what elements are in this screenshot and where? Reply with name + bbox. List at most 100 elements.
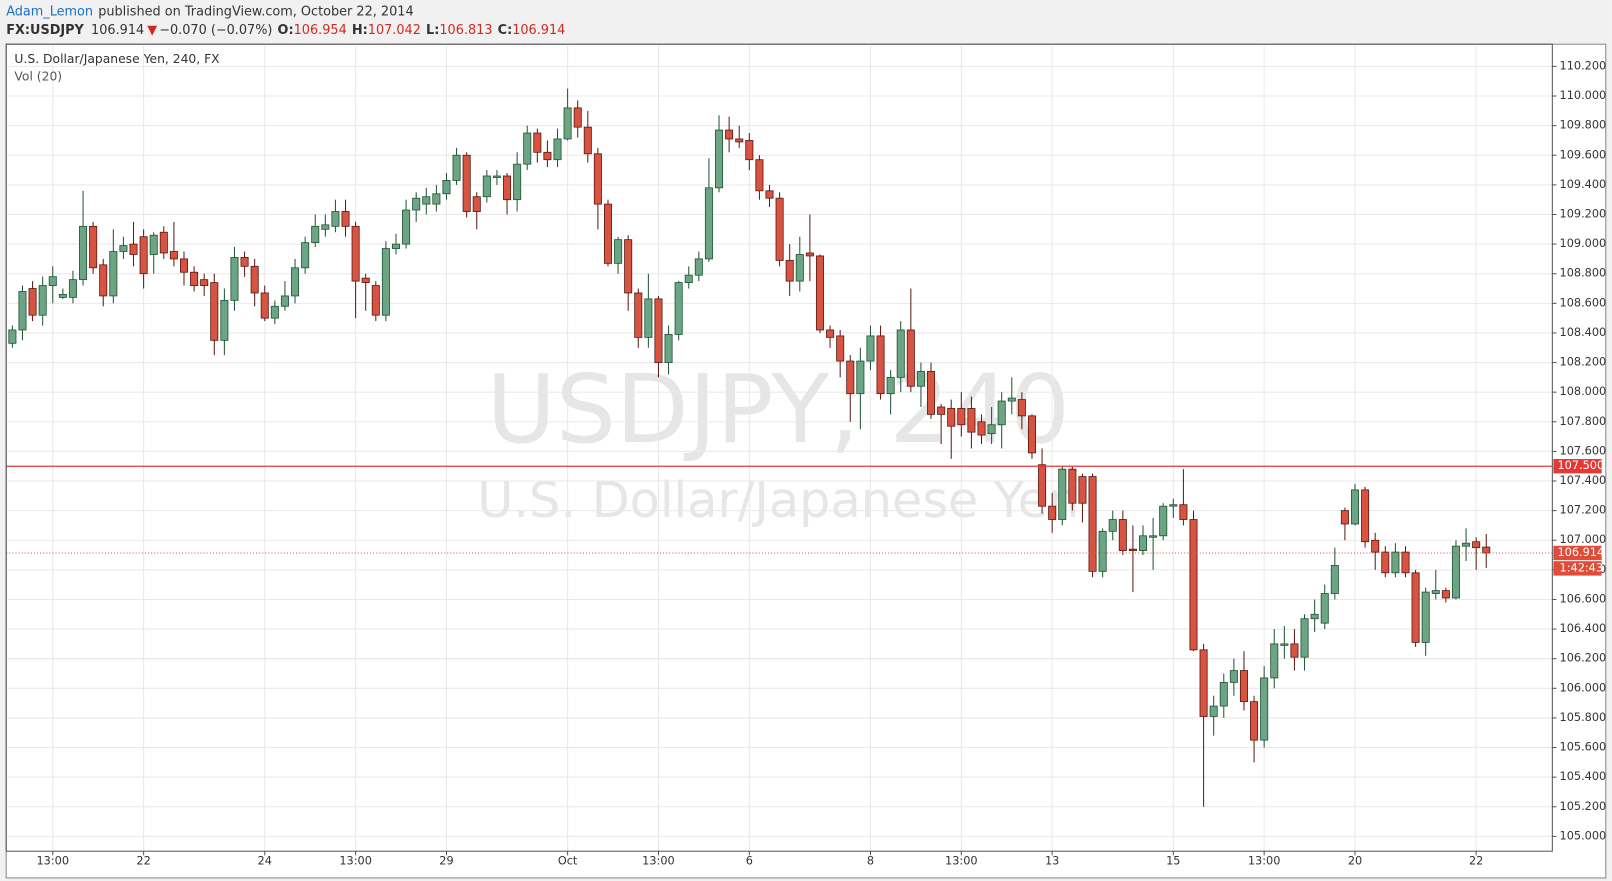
candle-body <box>270 305 279 319</box>
ohlc-value: 106.954 <box>294 22 347 37</box>
published: published on TradingView.com, October 22… <box>98 4 413 19</box>
candle-body <box>967 408 976 433</box>
y-tick-label: 109.400 <box>1560 178 1607 191</box>
candle-body <box>321 224 330 230</box>
candle-body <box>795 254 804 282</box>
candle-body <box>260 292 269 319</box>
y-tick-label: 105.800 <box>1560 711 1607 724</box>
y-tick-label: 109.200 <box>1560 207 1607 220</box>
candle-body <box>18 291 27 331</box>
candle-body <box>1118 519 1127 552</box>
chart-title: U.S. Dollar/Japanese Yen, 240, FX <box>14 52 220 66</box>
candle-body <box>957 408 966 426</box>
candle-body <box>1088 476 1097 572</box>
y-tick-label: 105.400 <box>1560 770 1607 783</box>
y-tick-label: 108.400 <box>1560 326 1607 339</box>
change: −0.070 (−0.07%) <box>159 22 272 37</box>
x-tick-label: 13:00 <box>945 854 978 867</box>
watermark: USDJPY, 240 <box>487 355 1070 465</box>
y-tick-label: 110.200 <box>1560 59 1607 72</box>
candle-body <box>634 292 643 338</box>
last-price-box <box>1553 545 1602 561</box>
x-tick-label: 8 <box>867 854 874 867</box>
candle-body <box>200 279 209 286</box>
y-tick-label: 108.800 <box>1560 267 1607 280</box>
x-tick-label: 13 <box>1045 854 1059 867</box>
x-tick-label: 15 <box>1166 854 1180 867</box>
ohlc-label: L: <box>426 22 439 37</box>
candle-body <box>1401 551 1410 574</box>
x-tick-label: 13:00 <box>1248 854 1281 867</box>
candle-body <box>1320 593 1329 624</box>
y-tick-label: 107.800 <box>1560 415 1607 428</box>
candle-body <box>906 329 915 387</box>
candle-body <box>1189 519 1198 651</box>
candle-body <box>28 288 37 316</box>
candle-body <box>119 245 128 252</box>
candle-body <box>351 225 360 282</box>
candle-body <box>614 239 623 264</box>
symbol-line: FX:USDJPY 106.914 ▼ −0.070 (−0.07%) O:106.95… <box>6 22 565 37</box>
candle-body <box>927 371 936 415</box>
candle-body <box>1391 551 1400 574</box>
y-tick-label: 106.600 <box>1560 592 1607 605</box>
candle-body <box>644 298 653 338</box>
candle-body <box>99 264 108 297</box>
candle-body <box>1411 572 1420 643</box>
candle-body <box>1078 476 1087 504</box>
candle-body <box>482 175 491 198</box>
candle-body <box>149 234 158 255</box>
candle-body <box>159 231 168 254</box>
y-tick-label: 109.800 <box>1560 119 1607 132</box>
candle-body <box>432 193 441 205</box>
y-tick-label: 109.600 <box>1560 148 1607 161</box>
y-tick-label: 107.200 <box>1560 504 1607 517</box>
candle-body <box>68 279 77 298</box>
candle-body <box>745 140 754 161</box>
candle-body <box>846 360 855 395</box>
candle-body <box>1017 399 1026 417</box>
ohlc-value: 106.914 <box>512 22 565 37</box>
hline-label-box <box>1553 459 1602 474</box>
candle-body <box>896 329 905 378</box>
x-tick-label: 13:00 <box>642 854 675 867</box>
candle-body <box>1149 535 1158 538</box>
ohlc-label: C: <box>498 22 513 37</box>
candle-body <box>1482 546 1491 554</box>
candle-body <box>1431 590 1440 594</box>
candle-body <box>533 132 542 153</box>
candle-body <box>725 129 734 140</box>
candle-body <box>1209 705 1218 717</box>
x-tick-label: 6 <box>746 854 753 867</box>
candle-body <box>240 257 249 267</box>
candle-body <box>1098 530 1107 572</box>
candle-body <box>361 277 370 284</box>
candle-body <box>1270 643 1279 679</box>
y-tick-label: 108.000 <box>1560 385 1607 398</box>
candle-body <box>624 239 633 294</box>
author-link[interactable]: Adam_Lemon <box>6 4 93 19</box>
candle-body <box>402 209 411 245</box>
candle-body <box>1058 468 1067 520</box>
y-tick-label: 106.000 <box>1560 681 1607 694</box>
candle-body <box>947 408 956 427</box>
candle-body <box>1139 535 1148 552</box>
candle-body <box>815 255 824 331</box>
candle-body <box>1108 519 1117 532</box>
ohlc-value: 107.042 <box>368 22 421 37</box>
candle-body <box>492 175 501 178</box>
last: 106.914 <box>91 22 144 37</box>
candle-body <box>8 329 17 344</box>
candle-body <box>1462 542 1471 547</box>
candle-body <box>997 400 1006 426</box>
candle-body <box>1472 541 1481 549</box>
candle-body <box>220 299 229 341</box>
candle-body <box>1068 468 1077 504</box>
candle-body <box>38 285 47 316</box>
candle-body <box>886 376 895 395</box>
candle-body <box>1239 670 1248 703</box>
y-tick-label: 107.000 <box>1560 533 1607 546</box>
candle-body <box>462 154 471 212</box>
candle-body <box>1441 590 1450 599</box>
x-tick-label: 29 <box>439 854 453 867</box>
